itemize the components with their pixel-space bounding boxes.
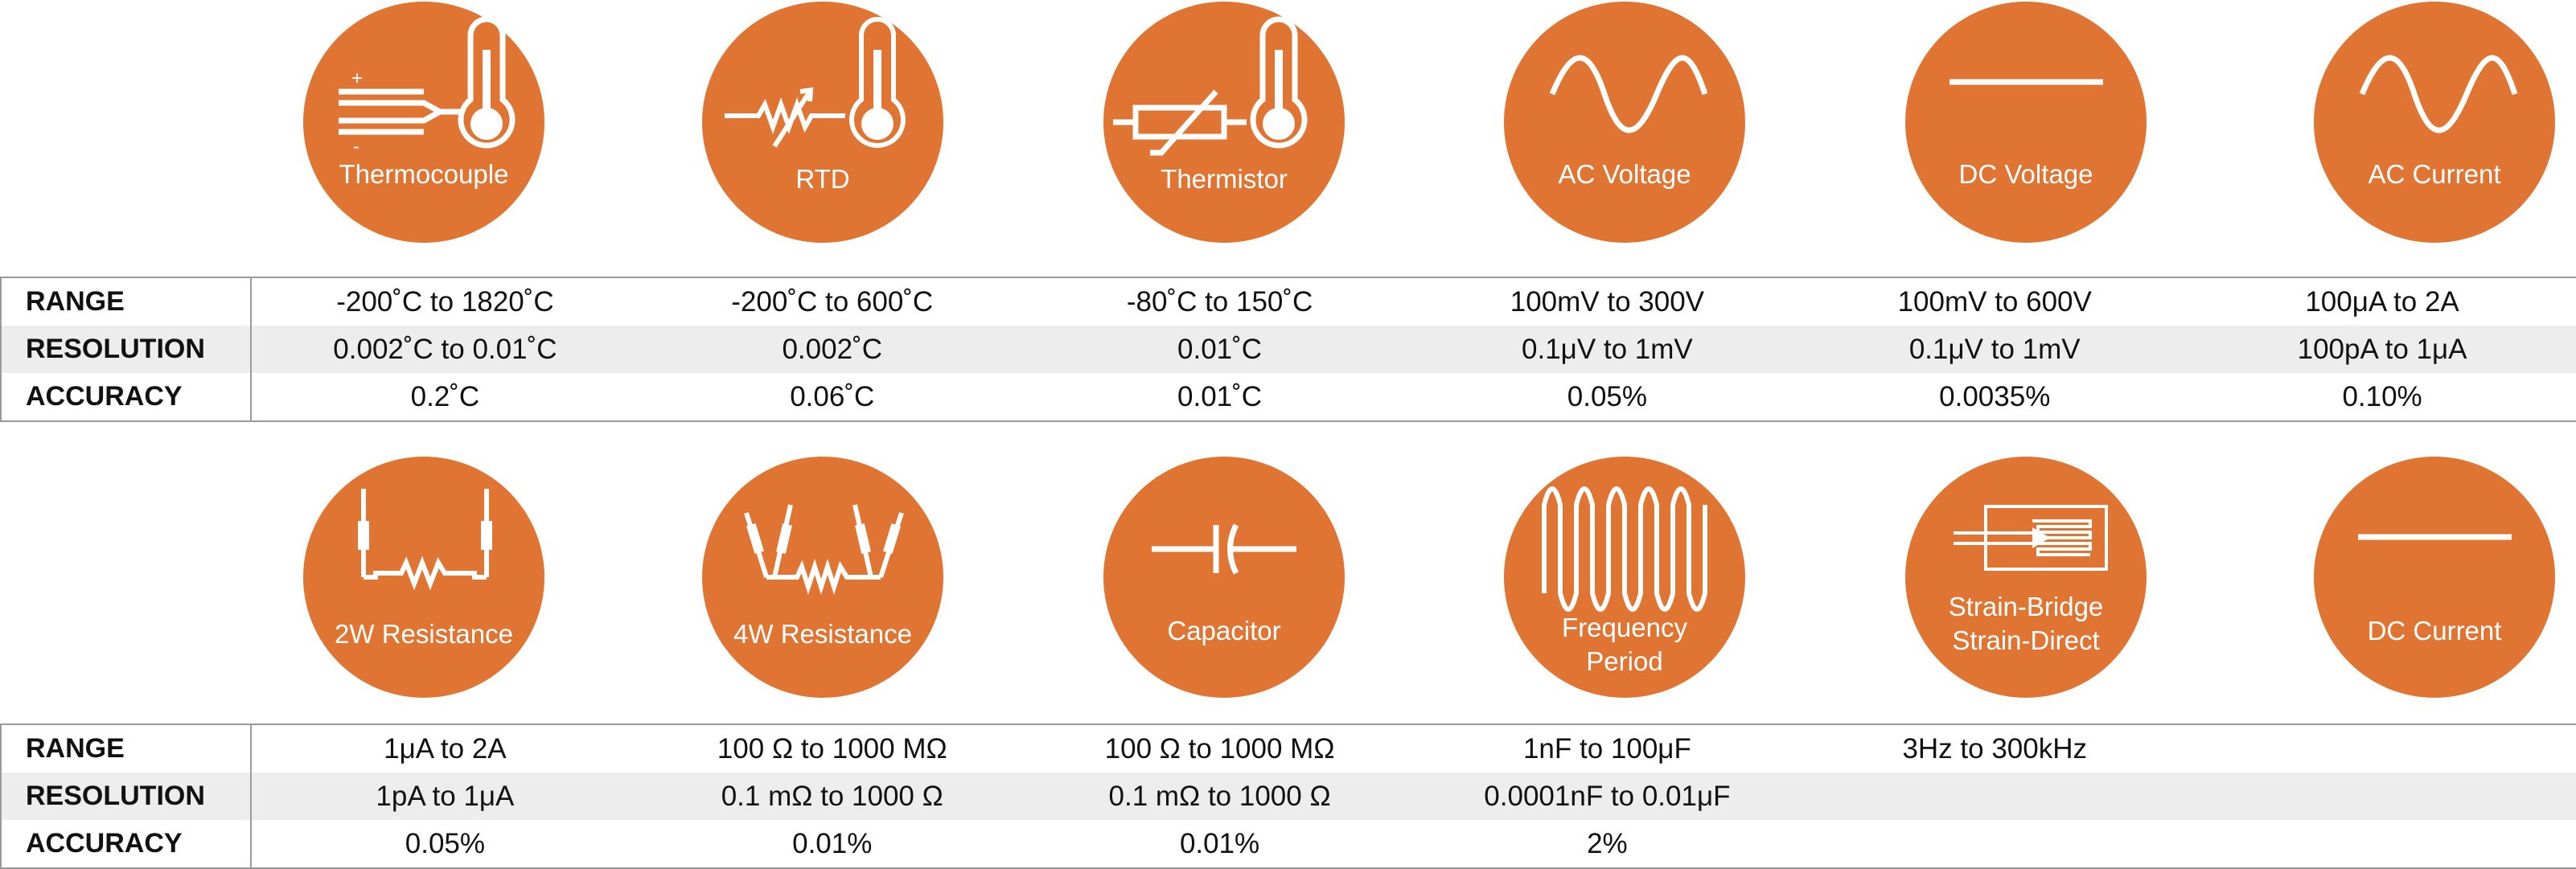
table-cell: 3Hz to 300kHz — [1902, 732, 2087, 764]
circle-label: Thermocouple — [339, 159, 509, 189]
thermistor-card: Thermistor — [1103, 2, 1345, 243]
table-cell: 0.2˚C — [410, 380, 480, 412]
4w-resistance-card: 4W Resistance — [702, 457, 943, 698]
table-cell: 0.0035% — [1939, 380, 2051, 412]
table-cell: -80˚C to 150˚C — [1126, 285, 1313, 318]
table-cell: 0.05% — [1567, 380, 1648, 412]
rtd-icon — [725, 17, 906, 148]
table-cell: 1μA to 2A — [384, 732, 507, 764]
ac-current-card: AC Current — [2314, 2, 2555, 243]
table-row: RANGE 1μA to 2A 100 Ω to 1000 MΩ 100 Ω t… — [1, 724, 2576, 773]
dc-current-card: DC Current — [2314, 457, 2555, 698]
table-cell: 1pA to 1μA — [251, 773, 639, 820]
table-cell: -200˚C to 1820˚C — [336, 285, 554, 318]
dc-voltage-card: DC Voltage — [1905, 2, 2147, 243]
row-label: ACCURACY — [1, 373, 252, 421]
circle-label: AC Voltage — [1558, 159, 1691, 189]
table-row: RESOLUTION 1pA to 1μA 0.1 mΩ to 1000 Ω 0… — [1, 773, 2576, 820]
table-cell: 100 Ω to 1000 MΩ — [1104, 732, 1335, 764]
table-cell: 100mV to 600V — [1897, 285, 2092, 318]
table-cell: 0.10% — [2342, 380, 2422, 412]
circle-label: Strain-Bridge Strain-Direct — [1948, 592, 2104, 655]
thermocouple-icon: + - — [339, 16, 516, 158]
square-wave-icon — [1542, 486, 1707, 612]
capacitor-card: Capacitor — [1103, 457, 1345, 698]
table-row: ACCURACY 0.2˚C 0.06˚C 0.01˚C 0.05% 0.003… — [1, 373, 2576, 421]
table-row: ACCURACY 0.05% 0.01% 0.01% 2% — [1, 820, 2576, 868]
table-cell: 100mV to 300V — [1510, 285, 1705, 318]
row-label: RANGE — [1, 277, 252, 326]
table-cell: 0.1μV to 1mV — [1801, 326, 2189, 373]
table-cell: 0.1 mΩ to 1000 Ω — [638, 773, 1026, 820]
table-row: RANGE -200˚C to 1820˚C -200˚C to 600˚C -… — [1, 277, 2576, 326]
ac-voltage-card: AC Voltage — [1504, 2, 1745, 243]
table-cell — [1801, 773, 2189, 820]
circle-label: RTD — [795, 164, 850, 194]
table-cell: 0.002˚C — [638, 326, 1026, 373]
circle-label: Capacitor — [1167, 616, 1281, 646]
spec-table-2: RANGE 1μA to 2A 100 Ω to 1000 MΩ 100 Ω t… — [0, 723, 2576, 869]
sine-wave-icon — [2359, 55, 2518, 133]
table-cell: 0.1 mΩ to 1000 Ω — [1025, 773, 1414, 820]
thermistor-icon — [1113, 16, 1308, 156]
table-cell — [2188, 724, 2576, 773]
table-cell: 0.01˚C — [1177, 380, 1263, 412]
row-label: RESOLUTION — [1, 773, 252, 820]
table-cell: 100 Ω to 1000 MΩ — [717, 732, 947, 764]
strain-card: Strain-Bridge Strain-Direct — [1905, 457, 2147, 698]
capacitor-icon — [1152, 523, 1296, 575]
table-cell: 0.002˚C to 0.01˚C — [251, 326, 639, 373]
table-row: RESOLUTION 0.002˚C to 0.01˚C 0.002˚C 0.0… — [1, 326, 2576, 373]
rtd-card: RTD — [702, 2, 943, 243]
table-cell: 0.01% — [1179, 827, 1260, 859]
frequency-period-card: Frequency Period — [1504, 457, 1745, 698]
table-cell: 100μA to 2A — [2305, 285, 2459, 318]
circle-label: DC Current — [2367, 616, 2502, 646]
circle-label: Frequency Period — [1562, 613, 1687, 676]
circle-label: AC Current — [2368, 159, 2501, 189]
four-wire-resistance-icon — [744, 504, 904, 595]
row-label: RANGE — [1, 724, 252, 773]
table-cell: 0.05% — [405, 827, 486, 859]
table-cell: 0.1μV to 1mV — [1413, 326, 1802, 373]
circle-label: 4W Resistance — [733, 619, 912, 649]
dc-line-icon — [2358, 534, 2512, 540]
table-cell: 0.0001nF to 0.01μF — [1413, 773, 1802, 820]
table-cell: 0.01˚C — [1025, 326, 1414, 373]
dc-line-icon — [1949, 79, 2103, 85]
table-cell: 1nF to 100μF — [1522, 732, 1691, 764]
table-cell: 0.06˚C — [790, 380, 875, 412]
row-label: RESOLUTION — [1, 326, 252, 373]
2w-resistance-card: 2W Resistance — [303, 457, 544, 698]
spec-table-1: RANGE -200˚C to 1820˚C -200˚C to 600˚C -… — [0, 277, 2576, 422]
sine-wave-icon — [1549, 55, 1708, 133]
table-cell: -200˚C to 600˚C — [731, 285, 934, 318]
svg-text:+: + — [351, 68, 363, 89]
svg-text:-: - — [353, 136, 359, 158]
table-cell — [2188, 773, 2576, 820]
thermocouple-card: + - Thermocouple — [303, 2, 544, 243]
circle-label: 2W Resistance — [335, 619, 513, 649]
circle-label: DC Voltage — [1958, 159, 2093, 189]
table-cell — [1801, 820, 2188, 868]
table-cell — [2188, 820, 2576, 868]
table-cell: 2% — [1587, 827, 1628, 859]
two-wire-resistance-icon — [358, 489, 492, 591]
row-label: ACCURACY — [1, 820, 252, 868]
strain-gauge-icon — [1954, 505, 2108, 571]
table-cell: 0.01% — [792, 827, 873, 859]
circle-label: Thermistor — [1161, 164, 1288, 194]
table-cell: 100pA to 1μA — [2188, 326, 2576, 373]
